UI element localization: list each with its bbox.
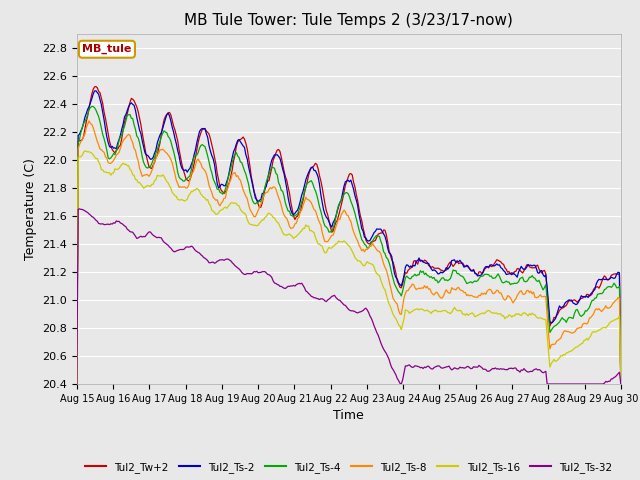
Y-axis label: Temperature (C): Temperature (C) [24,158,36,260]
Title: MB Tule Tower: Tule Temps 2 (3/23/17-now): MB Tule Tower: Tule Temps 2 (3/23/17-now… [184,13,513,28]
Text: MB_tule: MB_tule [82,44,132,54]
Legend: Tul2_Tw+2, Tul2_Ts-2, Tul2_Ts-4, Tul2_Ts-8, Tul2_Ts-16, Tul2_Ts-32: Tul2_Tw+2, Tul2_Ts-2, Tul2_Ts-4, Tul2_Ts… [81,457,616,477]
X-axis label: Time: Time [333,409,364,422]
